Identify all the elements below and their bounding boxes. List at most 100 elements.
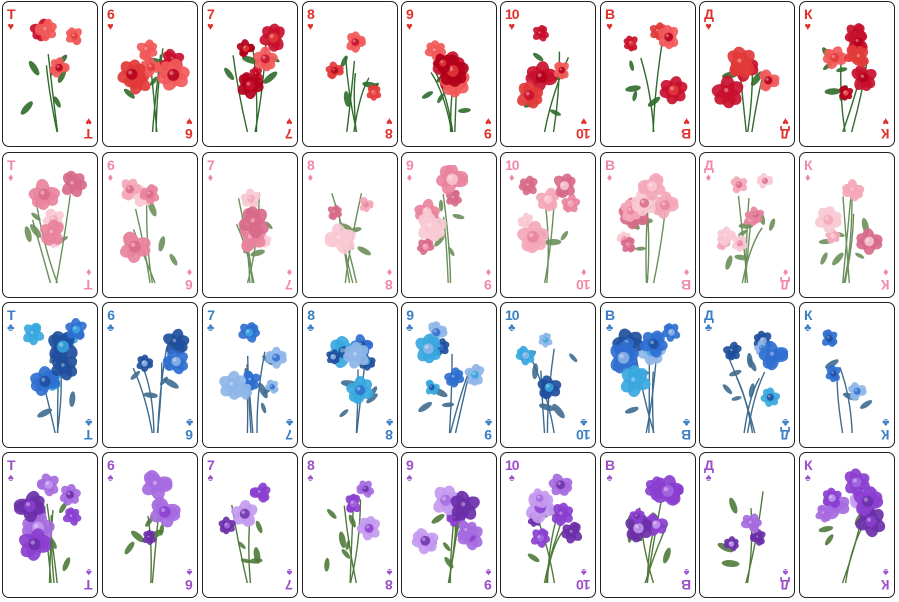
playing-card-clubs-7[interactable]: В ♣ В ♣ xyxy=(600,302,696,448)
card-rank: 9 xyxy=(406,457,414,473)
playing-card-diamonds-6[interactable]: 10 ♦ 10 ♦ xyxy=(500,152,596,298)
card-rank: Д xyxy=(704,157,714,173)
card-corner-bottom: К ♣ xyxy=(882,416,890,443)
playing-card-spades-9[interactable]: К ♠ К ♠ xyxy=(799,452,895,598)
spades-suit-icon: ♠ xyxy=(186,566,193,578)
red-poppy-illustration xyxy=(11,14,91,136)
blossom xyxy=(59,483,81,506)
card-corner-top: В ♠ xyxy=(605,458,615,484)
leaf xyxy=(20,101,33,115)
playing-card-clubs-4[interactable]: 8 ♣ 8 ♣ xyxy=(302,302,398,448)
playing-card-spades-6[interactable]: 10 ♠ 10 ♠ xyxy=(500,452,596,598)
playing-card-hearts-2[interactable]: 6 ♥ 6 ♥ xyxy=(102,1,198,147)
playing-card-hearts-7[interactable]: В ♥ В ♥ xyxy=(600,1,696,147)
card-corner-bottom: К ♥ xyxy=(882,115,890,142)
card-rank: К xyxy=(804,307,812,323)
card-corner-top: Д ♦ xyxy=(704,157,714,184)
blossom xyxy=(121,178,142,201)
clubs-suit-icon: ♣ xyxy=(107,322,115,334)
blossom xyxy=(723,341,742,361)
playing-card-clubs-6[interactable]: 10 ♣ 10 ♣ xyxy=(500,302,596,448)
stem xyxy=(741,227,763,284)
blossom xyxy=(515,345,536,366)
playing-card-diamonds-4[interactable]: 8 ♦ 8 ♦ xyxy=(302,152,398,298)
card-rank: В xyxy=(681,577,691,593)
red-rose-illustration xyxy=(111,14,191,136)
playing-card-spades-1[interactable]: Т ♠ Т ♠ xyxy=(2,452,98,598)
playing-card-diamonds-1[interactable]: Т ♦ Т ♦ xyxy=(2,152,98,298)
card-corner-top: 10 ♠ xyxy=(505,458,520,484)
leaf xyxy=(860,400,873,409)
playing-card-hearts-4[interactable]: 8 ♥ 8 ♥ xyxy=(302,1,398,147)
playing-card-diamonds-7[interactable]: В ♦ В ♦ xyxy=(600,152,696,298)
leaf xyxy=(629,60,635,71)
playing-card-diamonds-2[interactable]: 6 ♦ 6 ♦ xyxy=(102,152,198,298)
playing-card-spades-5[interactable]: 9 ♠ 9 ♠ xyxy=(401,452,497,598)
playing-card-spades-4[interactable]: 8 ♠ 8 ♠ xyxy=(302,452,398,598)
diamonds-suit-icon: ♦ xyxy=(804,172,811,184)
card-corner-bottom: Т ♠ xyxy=(85,566,93,593)
card-corner-bottom: К ♠ xyxy=(882,566,890,593)
leaf xyxy=(544,238,562,246)
stem xyxy=(31,219,52,284)
card-corner-top: В ♣ xyxy=(605,308,615,334)
playing-card-diamonds-9[interactable]: К ♦ К ♦ xyxy=(799,152,895,298)
playing-card-spades-3[interactable]: 7 ♠ 7 ♠ xyxy=(202,452,298,598)
blossom xyxy=(658,25,679,50)
playing-card-clubs-2[interactable]: 6 ♣ 6 ♣ xyxy=(102,302,198,448)
hearts-suit-icon: ♥ xyxy=(307,21,314,33)
spades-suit-icon: ♠ xyxy=(485,566,492,578)
blossom xyxy=(49,57,70,78)
playing-card-hearts-8[interactable]: Д ♥ Д ♥ xyxy=(699,1,795,147)
red-rose-bouquet-illustration xyxy=(311,14,391,136)
playing-card-diamonds-3[interactable]: 7 ♦ 7 ♦ xyxy=(202,152,298,298)
blossom xyxy=(551,502,574,527)
lavender-illustration xyxy=(111,465,191,587)
playing-card-spades-2[interactable]: 6 ♠ 6 ♠ xyxy=(102,452,198,598)
playing-card-hearts-5[interactable]: 9 ♥ 9 ♥ xyxy=(401,1,497,147)
card-corner-top: 8 ♥ xyxy=(307,7,315,33)
playing-card-diamonds-5[interactable]: 9 ♦ 9 ♦ xyxy=(401,152,497,298)
diamonds-suit-icon: ♦ xyxy=(508,172,515,184)
card-corner-top: 7 ♠ xyxy=(207,458,215,484)
blossom xyxy=(162,349,188,375)
stem xyxy=(640,57,655,133)
clubs-suit-icon: ♣ xyxy=(580,416,588,428)
playing-card-hearts-1[interactable]: Т ♥ Т ♥ xyxy=(2,1,98,147)
playing-card-clubs-8[interactable]: Д ♣ Д ♣ xyxy=(699,302,795,448)
playing-card-clubs-3[interactable]: 7 ♣ 7 ♣ xyxy=(202,302,298,448)
blossom xyxy=(620,236,636,253)
card-corner-top: 9 ♥ xyxy=(406,7,414,33)
stem xyxy=(836,372,844,434)
diamonds-suit-icon: ♦ xyxy=(86,266,93,278)
playing-card-hearts-3[interactable]: 7 ♥ 7 ♥ xyxy=(202,1,298,147)
blossom xyxy=(425,379,440,395)
leaf xyxy=(527,553,540,563)
blossom xyxy=(140,56,163,78)
stem xyxy=(442,193,452,284)
hearts-suit-icon: ♥ xyxy=(7,21,15,33)
leaf xyxy=(731,396,742,401)
playing-card-clubs-5[interactable]: 9 ♣ 9 ♣ xyxy=(401,302,497,448)
leaf xyxy=(421,91,434,99)
playing-card-diamonds-8[interactable]: Д ♦ Д ♦ xyxy=(699,152,795,298)
hearts-suit-icon: ♥ xyxy=(508,21,516,33)
leaf xyxy=(836,67,848,73)
card-rank: 6 xyxy=(186,126,193,142)
hearts-suit-icon: ♥ xyxy=(804,21,812,33)
playing-card-spades-8[interactable]: Д ♠ Д ♠ xyxy=(699,452,795,598)
card-corner-top: 6 ♣ xyxy=(107,308,115,334)
spades-suit-icon: ♠ xyxy=(705,472,712,484)
clubs-suit-icon: ♣ xyxy=(207,322,215,334)
playing-card-clubs-9[interactable]: К ♣ К ♣ xyxy=(799,302,895,448)
leaf xyxy=(437,93,444,104)
leaf xyxy=(62,557,71,572)
playing-card-clubs-1[interactable]: Т ♣ Т ♣ xyxy=(2,302,98,448)
playing-card-hearts-9[interactable]: К ♥ К ♥ xyxy=(799,1,895,147)
playing-card-spades-7[interactable]: В ♠ В ♠ xyxy=(600,452,696,598)
playing-card-hearts-6[interactable]: 10 ♥ 10 ♥ xyxy=(500,1,596,147)
blossom xyxy=(631,190,657,217)
purple-lilac-illustration xyxy=(410,465,490,587)
stem xyxy=(143,369,155,434)
blossom xyxy=(758,340,788,371)
